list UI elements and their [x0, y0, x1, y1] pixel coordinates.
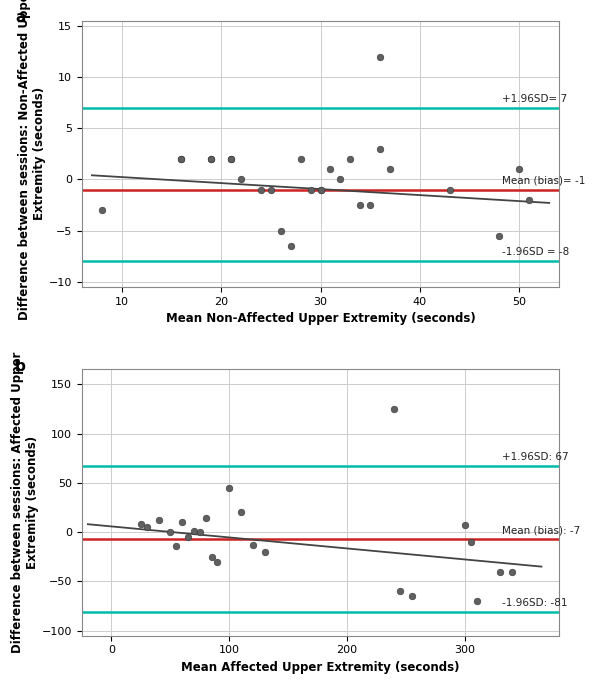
Point [142, 522, 151, 533]
Point [376, 51, 385, 62]
Point [389, 403, 399, 414]
Text: Mean (bias)= -1: Mean (bias)= -1 [502, 175, 585, 186]
Y-axis label: Difference between sessions: Affected Upper
Extremity (seconds): Difference between sessions: Affected Up… [11, 352, 39, 653]
Point [460, 520, 469, 531]
Point [276, 225, 286, 236]
Point [495, 566, 505, 577]
Text: -1.96SD: -81: -1.96SD: -81 [502, 598, 568, 608]
Point [213, 556, 222, 567]
Point [296, 153, 306, 164]
Text: Mean (bias): -7: Mean (bias): -7 [502, 525, 580, 535]
Point [316, 184, 325, 195]
Text: +1.96SD= 7: +1.96SD= 7 [502, 94, 567, 103]
X-axis label: Mean Affected Upper Extremity (seconds): Mean Affected Upper Extremity (seconds) [181, 661, 460, 674]
Point [207, 551, 216, 562]
Text: b: b [15, 359, 26, 374]
Point [445, 184, 454, 195]
Point [256, 184, 266, 195]
Point [286, 240, 295, 251]
Point [356, 199, 365, 210]
Point [206, 153, 216, 164]
Point [97, 205, 106, 216]
Point [260, 547, 269, 558]
Point [176, 153, 186, 164]
Point [195, 527, 205, 538]
Point [154, 515, 163, 526]
Point [316, 184, 325, 195]
Point [306, 184, 315, 195]
Point [183, 532, 193, 543]
Point [524, 195, 534, 206]
Point [201, 513, 210, 524]
Y-axis label: Difference between sessions: Non-Affected Upper
Extremity (seconds): Difference between sessions: Non-Affecte… [18, 0, 46, 320]
Point [335, 174, 345, 185]
Point [206, 153, 216, 164]
Point [178, 516, 187, 527]
Text: -1.96SD = -8: -1.96SD = -8 [502, 247, 569, 258]
Point [365, 199, 375, 210]
Point [166, 527, 175, 538]
Point [248, 540, 258, 551]
Point [507, 566, 517, 577]
Point [226, 153, 236, 164]
Point [172, 540, 181, 551]
Point [376, 143, 385, 154]
Point [395, 586, 405, 597]
Point [136, 519, 146, 530]
Point [346, 153, 355, 164]
Point [515, 164, 524, 175]
Point [236, 507, 246, 518]
Point [189, 525, 199, 536]
Point [472, 596, 481, 607]
Point [326, 164, 335, 175]
X-axis label: Mean Non-Affected Upper Extremity (seconds): Mean Non-Affected Upper Extremity (secon… [166, 312, 475, 325]
Point [224, 482, 234, 493]
Point [466, 536, 475, 547]
Point [176, 153, 186, 164]
Point [266, 184, 276, 195]
Text: a: a [15, 10, 26, 25]
Point [385, 164, 395, 175]
Point [226, 153, 236, 164]
Point [407, 590, 417, 601]
Point [236, 174, 246, 185]
Text: +1.96SD: 67: +1.96SD: 67 [502, 452, 569, 462]
Point [495, 230, 504, 241]
